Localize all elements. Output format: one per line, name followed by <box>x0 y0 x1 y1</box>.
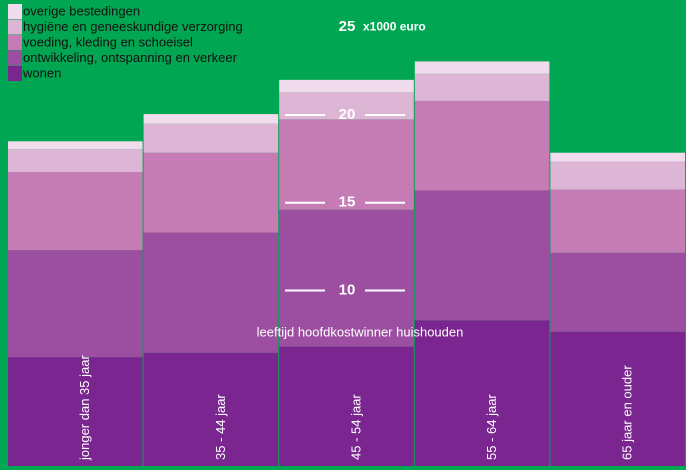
legend-swatch <box>8 4 22 19</box>
x-tick-label: 45 - 54 jaar <box>348 394 363 460</box>
bar-segment <box>8 357 143 466</box>
y-tick-label: 15 <box>339 194 356 211</box>
legend-swatch <box>8 35 22 50</box>
bar-segment <box>414 61 550 74</box>
bar-segment <box>414 73 550 101</box>
bar-segment <box>414 190 550 321</box>
bar-segment <box>414 100 550 191</box>
bar-segment <box>143 114 279 124</box>
bar-segment <box>143 352 279 466</box>
bar-segment <box>550 189 685 253</box>
x-tick-label: 55 - 64 jaar <box>484 394 499 460</box>
y-tick-label: 20 <box>339 106 356 123</box>
x-axis-title: leeftijd hoofdkostwinner huishouden <box>257 324 464 339</box>
bar-segment <box>8 250 143 358</box>
legend-label: wonen <box>22 65 61 80</box>
bar-segment <box>8 172 143 251</box>
bar-segment <box>8 149 143 173</box>
x-tick-label: 35 - 44 jaar <box>213 394 228 460</box>
y-tick-label: 25 <box>339 18 356 35</box>
bar-segment <box>550 161 685 190</box>
y-tick-label: 10 <box>339 281 356 298</box>
bar-segment <box>550 252 685 332</box>
bar-segment <box>143 232 279 353</box>
legend-swatch <box>8 50 22 66</box>
bar-segment <box>143 123 279 153</box>
legend-label: hygiëne en geneeskundige verzorging <box>23 19 243 34</box>
bar-segment <box>279 209 414 347</box>
legend-swatch <box>8 66 22 81</box>
bar-segment <box>550 331 685 466</box>
legend-label: ontwikkeling, ontspanning en verkeer <box>23 50 238 65</box>
bar-segment <box>279 119 414 210</box>
bar-segment <box>279 346 414 466</box>
x-tick-label: 65 jaar en ouder <box>620 365 635 460</box>
legend-label: overige bestedingen <box>23 3 140 18</box>
x-tick-label: jonger dan 35 jaar <box>77 355 92 461</box>
legend-label: voeding, kleding en schoeisel <box>23 34 193 49</box>
bar-segment <box>279 79 414 93</box>
y-unit: x1000 euro <box>363 19 426 33</box>
bar-segment <box>414 320 550 466</box>
bar-segment <box>143 152 279 233</box>
bar-segment <box>550 152 685 162</box>
legend-swatch <box>8 19 22 35</box>
bar-segment <box>8 141 143 150</box>
